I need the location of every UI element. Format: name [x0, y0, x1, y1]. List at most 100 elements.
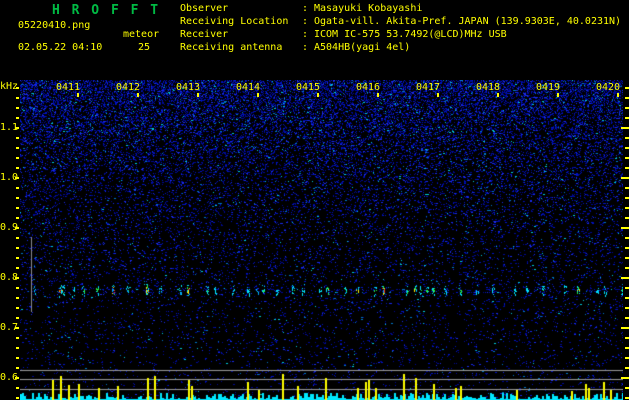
tick-mark [16, 297, 19, 299]
tick-mark [625, 217, 629, 219]
y-axis-unit-label: kHz [0, 81, 19, 92]
freq-tick-label: 0.8 [0, 272, 19, 283]
time-tick-label: 0414 [235, 82, 261, 93]
tick-mark [625, 337, 629, 339]
tick-mark [625, 247, 629, 249]
info-value: ICOM IC-575 53.7492(@LCD)MHz USB [314, 29, 507, 40]
tick-mark [625, 297, 629, 299]
tick-mark [16, 117, 19, 119]
tick-mark [16, 317, 19, 319]
tick-mark [625, 387, 629, 389]
tick-mark [15, 277, 19, 279]
info-separator: : [302, 42, 315, 53]
tick-mark [625, 317, 629, 319]
tick-mark [625, 147, 629, 149]
tick-mark [15, 327, 19, 329]
tick-mark [625, 257, 629, 259]
tick-mark [625, 117, 629, 119]
tick-mark [15, 227, 19, 229]
tick-mark [16, 137, 19, 139]
tick-mark [617, 93, 619, 97]
tick-mark [77, 93, 79, 97]
freq-tick-label: 0.6 [0, 372, 19, 383]
tick-mark [625, 187, 629, 189]
info-table: Observer: Masayuki Kobayashi Receiving Lo… [180, 2, 621, 54]
tick-mark [625, 367, 629, 369]
tick-mark [16, 147, 19, 149]
tick-mark [437, 93, 439, 97]
tick-mark [16, 107, 19, 109]
freq-tick-label: 1.1 [0, 122, 19, 133]
app-title: H R O F F T [52, 3, 161, 18]
tick-mark [16, 307, 19, 309]
tick-mark [625, 87, 629, 89]
time-tick-label: 0412 [115, 82, 141, 93]
tick-mark [625, 157, 629, 159]
info-label: Observer [180, 3, 229, 14]
info-value: Ogata-vill. Akita-Pref. JAPAN (139.9303E… [314, 16, 622, 27]
tick-mark [16, 237, 19, 239]
datetime-label: 02.05.22 04:10 [18, 42, 103, 53]
tick-mark [625, 107, 629, 109]
tick-mark [625, 97, 629, 99]
tick-mark [16, 357, 19, 359]
tick-mark [16, 97, 19, 99]
info-value: A504HB(yagi 4el) [314, 42, 411, 53]
time-tick-label: 0418 [475, 82, 501, 93]
freq-tick-label: 0.7 [0, 322, 19, 333]
info-row: Receiving antenna: A504HB(yagi 4el) [180, 41, 621, 54]
tick-mark [625, 237, 629, 239]
freq-tick-label: 1.0 [0, 172, 19, 183]
info-separator: : [302, 3, 315, 14]
tick-mark [621, 327, 629, 329]
time-tick-label: 0416 [355, 82, 381, 93]
tick-mark [16, 287, 19, 289]
tick-mark [317, 93, 319, 97]
tick-mark [625, 357, 629, 359]
tick-mark [497, 93, 499, 97]
tick-mark [621, 227, 629, 229]
tick-mark [625, 167, 629, 169]
tick-mark [621, 377, 629, 379]
tick-mark [257, 93, 259, 97]
filename-label: 05220410.png [18, 20, 91, 31]
tick-mark [557, 93, 559, 97]
info-label: Receiver [180, 29, 229, 40]
tick-mark [377, 93, 379, 97]
tick-mark [16, 347, 19, 349]
tick-mark [625, 397, 629, 399]
tick-mark [16, 337, 19, 339]
info-value: Masayuki Kobayashi [314, 3, 423, 14]
info-separator: : [302, 29, 315, 40]
info-separator: : [302, 16, 315, 27]
freq-tick-label: 0.9 [0, 222, 19, 233]
tick-mark [16, 167, 19, 169]
tick-mark [621, 277, 629, 279]
spectrogram-canvas [20, 80, 623, 400]
tick-mark [625, 347, 629, 349]
tick-mark [16, 267, 19, 269]
tick-mark [16, 257, 19, 259]
tick-mark [625, 207, 629, 209]
info-row: Observer: Masayuki Kobayashi [180, 2, 621, 15]
tick-mark [16, 247, 19, 249]
time-tick-label: 0420 [595, 82, 621, 93]
tick-mark [15, 177, 19, 179]
info-label: Receiving antenna [180, 42, 283, 53]
tick-mark [16, 157, 19, 159]
mode-label: meteor [123, 29, 160, 40]
tick-mark [16, 87, 19, 89]
tick-mark [16, 217, 19, 219]
time-tick-label: 0411 [55, 82, 81, 93]
tick-mark [16, 207, 19, 209]
tick-mark [625, 307, 629, 309]
info-row: Receiving Location: Ogata-vill. Akita-Pr… [180, 15, 621, 28]
time-tick-label: 0417 [415, 82, 441, 93]
info-label: Receiving Location [180, 16, 289, 27]
time-tick-label: 0419 [535, 82, 561, 93]
tick-mark [625, 137, 629, 139]
tick-mark [621, 127, 629, 129]
tick-mark [16, 187, 19, 189]
tick-mark [16, 397, 19, 399]
